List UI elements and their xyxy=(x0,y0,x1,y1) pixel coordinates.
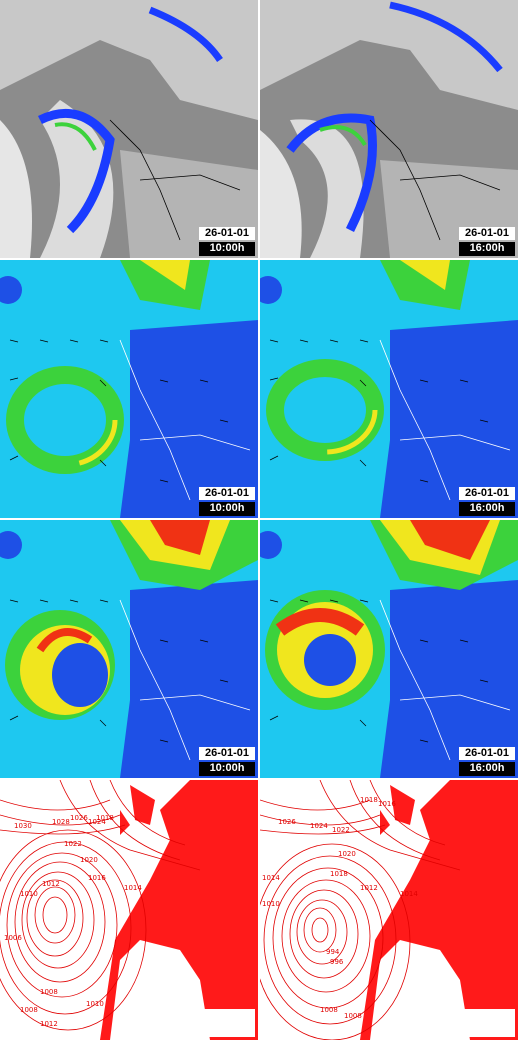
wind-speed-map xyxy=(260,520,518,778)
isobar-map: 1030 1028 1026 1024 1022 1020 1018 1016 … xyxy=(0,780,258,1040)
date-label: 26-01-01 xyxy=(459,487,515,500)
timestamp-badge: 26-01-01 10:00h xyxy=(199,747,255,776)
isobar-label: 1016 xyxy=(378,800,396,808)
time-label: 10:00h xyxy=(199,242,255,256)
pressure-panel-left: 1030 1028 1026 1024 1022 1020 1018 1016 … xyxy=(0,780,258,1040)
isobar-label: 1028 xyxy=(52,818,70,826)
isobar-label: 1008 xyxy=(344,1012,362,1020)
isobar-map: 1018 1016 1026 1024 1022 1020 1018 1014 … xyxy=(260,780,518,1040)
isobar-label: 1024 xyxy=(310,822,328,830)
isobar-label: 1018 xyxy=(330,870,348,878)
isobar-label: 1016 xyxy=(88,874,106,882)
date-label: 26-01-01 xyxy=(199,487,255,500)
isobar-label: 1022 xyxy=(64,840,82,848)
isobar-label: 1020 xyxy=(80,856,98,864)
timestamp-badge: 26-01-01 16:00h xyxy=(459,227,515,256)
wind-map-panel-1000: 26-01-01 10:00h xyxy=(0,260,258,518)
isobar-label: 1012 xyxy=(40,1020,58,1028)
time-label: 16:00h xyxy=(459,502,515,516)
isobar-label: 1008 xyxy=(320,1006,338,1014)
isobar-label: 1020 xyxy=(338,850,356,858)
wind-map-panel-1600: 26-01-01 16:00h xyxy=(260,260,518,518)
isobar-label: 1010 xyxy=(20,890,38,898)
timestamp-placeholder xyxy=(459,1009,515,1037)
satellite-image xyxy=(0,0,258,258)
time-label: 10:00h xyxy=(199,502,255,516)
date-label: 26-01-01 xyxy=(459,747,515,760)
isobar-label: 1008 xyxy=(40,988,58,996)
isobar-label: 1010 xyxy=(86,1000,104,1008)
wind-speed-map xyxy=(0,520,258,778)
wind-map-panel-1600: 26-01-01 16:00h xyxy=(260,520,518,778)
isobar-label: 1006 xyxy=(4,934,22,942)
isobar-label: 1022 xyxy=(332,826,350,834)
isobar-label: 1030 xyxy=(14,822,32,830)
isobar-labels: 1030 1028 1026 1024 1022 1020 1018 1016 … xyxy=(4,814,142,1028)
wind-map-panel-1000: 26-01-01 10:00h xyxy=(0,520,258,778)
timestamp-badge: 26-01-01 16:00h xyxy=(459,747,515,776)
satellite-panel-1600: 26-01-01 16:00h xyxy=(260,0,518,258)
isobar-label: 1018 xyxy=(360,796,378,804)
isobar-label: 1010 xyxy=(262,900,280,908)
isobar-label: 1014 xyxy=(124,884,142,892)
isobar-label: 1024 xyxy=(88,818,106,826)
isobar-label: 1014 xyxy=(262,874,280,882)
isobar-label: 1012 xyxy=(360,884,378,892)
wind-speed-map xyxy=(0,260,258,518)
isobar-label: 1008 xyxy=(20,1006,38,1014)
time-label: 16:00h xyxy=(459,762,515,776)
isobar-label: 1026 xyxy=(278,818,296,826)
timestamp-badge: 26-01-01 10:00h xyxy=(199,227,255,256)
wind-speed-map xyxy=(260,260,518,518)
isobar-label: 1018 xyxy=(96,814,114,822)
timestamp-badge: 26-01-01 16:00h xyxy=(459,487,515,516)
date-label: 26-01-01 xyxy=(199,747,255,760)
isobar-label: 1012 xyxy=(42,880,60,888)
isobar-label: 1014 xyxy=(400,890,418,898)
timestamp-placeholder xyxy=(199,1009,255,1037)
time-label: 10:00h xyxy=(199,762,255,776)
pressure-panel-right: 1018 1016 1026 1024 1022 1020 1018 1014 … xyxy=(260,780,518,1040)
satellite-panel-1000: 26-01-01 10:00h xyxy=(0,0,258,258)
isobar-label: 1026 xyxy=(70,814,88,822)
isobar-label: 994 xyxy=(326,948,340,956)
date-label: 26-01-01 xyxy=(459,227,515,240)
isobar-labels: 1018 1016 1026 1024 1022 1020 1018 1014 … xyxy=(262,796,418,1020)
date-label: 26-01-01 xyxy=(199,227,255,240)
timestamp-badge: 26-01-01 10:00h xyxy=(199,487,255,516)
time-label: 16:00h xyxy=(459,242,515,256)
satellite-image xyxy=(260,0,518,258)
isobar-label: 996 xyxy=(330,958,344,966)
